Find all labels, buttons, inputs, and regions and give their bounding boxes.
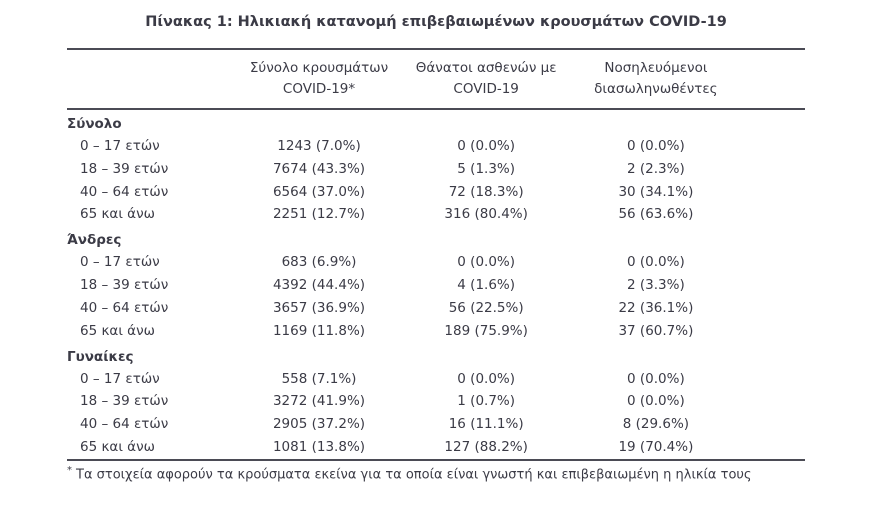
table-section: Γυναίκες 0 – 17 ετών 558 (7.1%) 0 (0.0%) 0 (…: [67, 343, 805, 460]
spacer-cell: [741, 390, 805, 413]
cases-cell: 683 (6.9%): [281, 254, 357, 271]
cases-cell: 7674 (43.3%): [272, 160, 366, 177]
age-cell: 0 – 17 ετών: [80, 254, 160, 271]
cases-cell: 1081 (13.8%): [272, 439, 366, 456]
spacer-cell: [741, 251, 805, 274]
table-row: 65 και άνω 1081 (13.8%) 127 (88.2%) 19 (70.…: [67, 436, 805, 460]
age-cell: 18 – 39 ετών: [80, 160, 169, 177]
col-header-spacer: [740, 49, 805, 110]
header-row: Σύνολο κρουσμάτων COVID-19* Θάνατοι ασθε…: [67, 49, 805, 110]
footnote-marker: *: [67, 465, 72, 477]
col-header-deaths: Θάνατοι ασθενών με COVID-19: [401, 49, 572, 110]
spacer-cell: [741, 413, 805, 436]
spacer-cell: [741, 436, 805, 460]
intubated-cell: 56 (63.6%): [618, 206, 694, 223]
age-cell: 40 – 64 ετών: [80, 416, 169, 433]
age-cell: 40 – 64 ετών: [80, 183, 169, 200]
intubated-cell: 2 (2.3%): [627, 160, 685, 177]
age-cell: 0 – 17 ετών: [80, 370, 160, 387]
section-header-row: Άνδρες: [67, 226, 805, 251]
intubated-cell: 0 (0.0%): [627, 393, 685, 410]
deaths-cell: 5 (1.3%): [457, 160, 516, 177]
age-cell: 65 και άνω: [80, 206, 155, 223]
intubated-cell: 22 (36.1%): [618, 299, 694, 316]
spacer-cell: [741, 203, 805, 226]
deaths-cell: 0 (0.0%): [457, 370, 516, 387]
table-row: 0 – 17 ετών 1243 (7.0%) 0 (0.0%) 0 (0.0%): [67, 135, 805, 158]
cases-cell: 558 (7.1%): [281, 370, 357, 387]
table-row: 65 και άνω 1169 (11.8%) 189 (75.9%) 37 (60.…: [67, 320, 805, 343]
spacer-cell: [741, 274, 805, 297]
section-header-row: Σύνολο: [67, 109, 805, 135]
deaths-cell: 0 (0.0%): [457, 254, 516, 271]
table-header: Σύνολο κρουσμάτων COVID-19* Θάνατοι ασθε…: [67, 49, 805, 110]
table-row: 18 – 39 ετών 4392 (44.4%) 4 (1.6%) 2 (3.3%): [67, 274, 805, 297]
footnote: * Τα στοιχεία αφορούν τα κρούσματα εκείνα…: [67, 464, 805, 484]
section-label: Σύνολο: [67, 115, 122, 132]
footnote-text: Τα στοιχεία αφορούν τα κρούσματα εκείνα …: [76, 467, 752, 483]
spacer-cell: [741, 135, 805, 158]
spacer-cell: [741, 158, 805, 181]
age-cell: 65 και άνω: [80, 322, 155, 339]
cases-cell: 6564 (37.0%): [272, 183, 366, 200]
table-row: 0 – 17 ετών 558 (7.1%) 0 (0.0%) 0 (0.0%): [67, 368, 805, 391]
cases-cell: 2251 (12.7%): [272, 206, 366, 223]
col-header-cases: Σύνολο κρουσμάτων COVID-19*: [236, 49, 402, 110]
age-cell: 18 – 39 ετών: [80, 393, 169, 410]
section-label: Άνδρες: [67, 232, 122, 249]
table-row: 40 – 64 ετών 3657 (36.9%) 56 (22.5%) 22 (36…: [67, 297, 805, 320]
section-label: Γυναίκες: [67, 348, 134, 365]
covid-age-table: Σύνολο κρουσμάτων COVID-19* Θάνατοι ασθε…: [67, 48, 805, 462]
age-cell: 40 – 64 ετών: [80, 299, 169, 316]
cases-cell: 2905 (37.2%): [272, 416, 366, 433]
intubated-cell: 0 (0.0%): [627, 370, 685, 387]
spacer-cell: [741, 320, 805, 343]
intubated-cell: 0 (0.0%): [627, 254, 685, 271]
section-header-row: Γυναίκες: [67, 343, 805, 368]
cases-cell: 3657 (36.9%): [272, 299, 366, 316]
cases-cell: 1169 (11.8%): [272, 322, 366, 339]
intubated-cell: 37 (60.7%): [618, 322, 694, 339]
deaths-cell: 1 (0.7%): [457, 393, 516, 410]
spacer-cell: [741, 368, 805, 391]
spacer-cell: [741, 181, 805, 204]
cases-cell: 4392 (44.4%): [272, 277, 366, 294]
col-header-intubated: Νοσηλευόμενοι διασωληνωθέντες: [571, 49, 741, 110]
age-cell: 18 – 39 ετών: [80, 277, 169, 294]
table-section: Άνδρες 0 – 17 ετών 683 (6.9%) 0 (0.0%) 0 (0.…: [67, 226, 805, 342]
deaths-cell: 16 (11.1%): [448, 416, 524, 433]
deaths-cell: 4 (1.6%): [457, 277, 516, 294]
deaths-cell: 127 (88.2%): [444, 439, 528, 456]
spacer-cell: [741, 297, 805, 320]
deaths-cell: 72 (18.3%): [448, 183, 524, 200]
table-title: Πίνακας 1: Ηλικιακή κατανομή επιβεβαιωμέ…: [145, 14, 727, 30]
intubated-cell: 30 (34.1%): [618, 183, 694, 200]
table-row: 18 – 39 ετών 3272 (41.9%) 1 (0.7%) 0 (0.0%): [67, 390, 805, 413]
document-page: Πίνακας 1: Ηλικιακή κατανομή επιβεβαιωμέ…: [67, 8, 805, 484]
col-header-empty: [67, 49, 237, 110]
intubated-cell: 0 (0.0%): [627, 137, 685, 154]
table-row: 40 – 64 ετών 6564 (37.0%) 72 (18.3%) 30 (34…: [67, 181, 805, 204]
table-row: 65 και άνω 2251 (12.7%) 316 (80.4%) 56 (63.…: [67, 203, 805, 226]
cases-cell: 3272 (41.9%): [272, 393, 366, 410]
table-row: 0 – 17 ετών 683 (6.9%) 0 (0.0%) 0 (0.0%): [67, 251, 805, 274]
table-section: Σύνολο 0 – 17 ετών 1243 (7.0%) 0 (0.0%) 0 (0…: [67, 109, 805, 226]
table-row: 40 – 64 ετών 2905 (37.2%) 16 (11.1%) 8 (29.…: [67, 413, 805, 436]
deaths-cell: 316 (80.4%): [444, 206, 528, 223]
deaths-cell: 56 (22.5%): [448, 299, 524, 316]
table-row: 18 – 39 ετών 7674 (43.3%) 5 (1.3%) 2 (2.3%): [67, 158, 805, 181]
cases-cell: 1243 (7.0%): [277, 137, 361, 154]
age-cell: 65 και άνω: [80, 439, 155, 456]
intubated-cell: 2 (3.3%): [627, 277, 685, 294]
age-cell: 0 – 17 ετών: [80, 137, 160, 154]
deaths-cell: 0 (0.0%): [457, 137, 516, 154]
deaths-cell: 189 (75.9%): [444, 322, 528, 339]
intubated-cell: 8 (29.6%): [622, 416, 690, 433]
intubated-cell: 19 (70.4%): [618, 439, 694, 456]
